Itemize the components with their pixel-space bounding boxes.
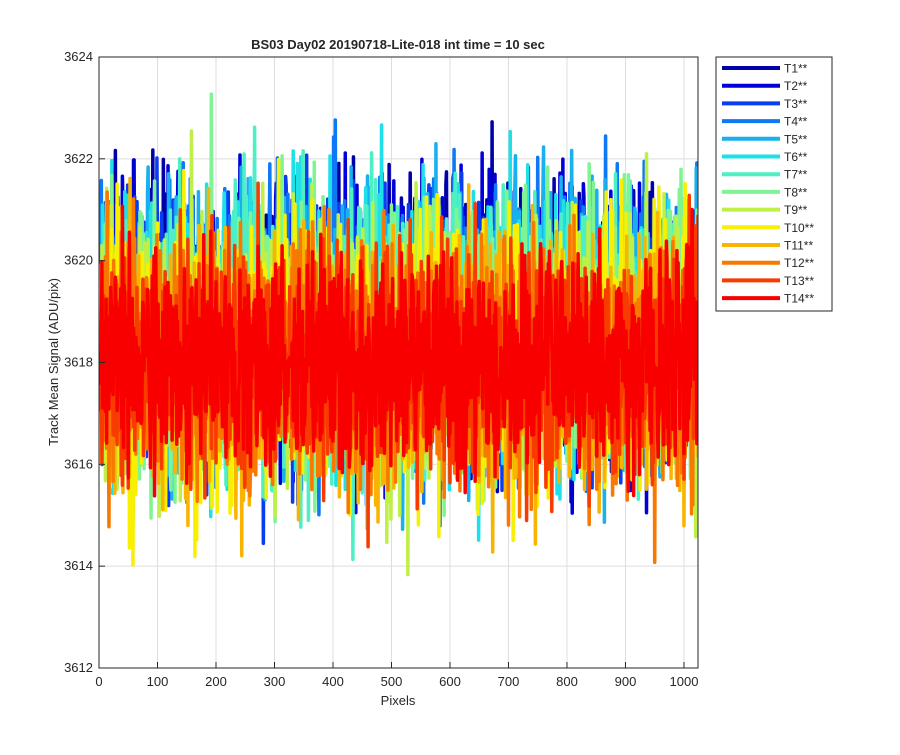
chart-title: BS03 Day02 20190718-Lite-018 int time = … <box>251 37 545 52</box>
legend-label-t9: T9** <box>784 203 808 217</box>
y-tick-label: 3618 <box>64 355 93 370</box>
x-tick-label: 0 <box>95 674 102 689</box>
legend-label-t1: T1** <box>784 62 808 76</box>
legend-label-t13: T13** <box>784 274 814 288</box>
y-tick-label: 3624 <box>64 49 93 64</box>
series-layer <box>99 92 698 577</box>
x-tick-label: 700 <box>498 674 520 689</box>
legend-label-t8: T8** <box>784 185 808 199</box>
x-tick-label: 400 <box>322 674 344 689</box>
y-tick-label: 3620 <box>64 253 93 268</box>
y-tick-label: 3614 <box>64 558 93 573</box>
legend-label-t4: T4** <box>784 115 808 129</box>
y-tick-label: 3612 <box>64 660 93 675</box>
series-line-t14 <box>99 204 698 498</box>
legend: T1** T2** T3** T4** T5** T6** T7** T8** T9** T10*… <box>715 56 833 312</box>
y-tick-label: 3622 <box>64 151 93 166</box>
legend-label-t3: T3** <box>784 97 808 111</box>
x-axis-label: Pixels <box>381 693 416 708</box>
x-tick-label: 100 <box>147 674 169 689</box>
legend-box <box>715 56 833 312</box>
legend-label-t2: T2** <box>784 79 808 93</box>
legend-label-t12: T12** <box>784 256 814 270</box>
legend-label-t11: T11** <box>784 239 813 253</box>
y-tick-label: 3616 <box>64 456 93 471</box>
x-tick-label: 200 <box>205 674 227 689</box>
ticks: 0 100 200 300 400 500 600 700 800 900 1000 3612 3614… <box>64 49 698 689</box>
x-tick-label: 800 <box>556 674 578 689</box>
y-axis-label: Track Mean Signal (ADU/pix) <box>46 278 61 446</box>
x-tick-label: 500 <box>381 674 403 689</box>
legend-label-t5: T5** <box>784 132 808 146</box>
x-tick-label: 300 <box>264 674 286 689</box>
x-tick-label: 900 <box>615 674 637 689</box>
legend-label-t14: T14** <box>784 292 814 306</box>
legend-label-t7: T7** <box>784 168 808 182</box>
legend-label-t6: T6** <box>784 150 808 164</box>
x-tick-label: 1000 <box>670 674 699 689</box>
x-tick-label: 600 <box>439 674 461 689</box>
legend-label-t10: T10** <box>784 221 814 235</box>
